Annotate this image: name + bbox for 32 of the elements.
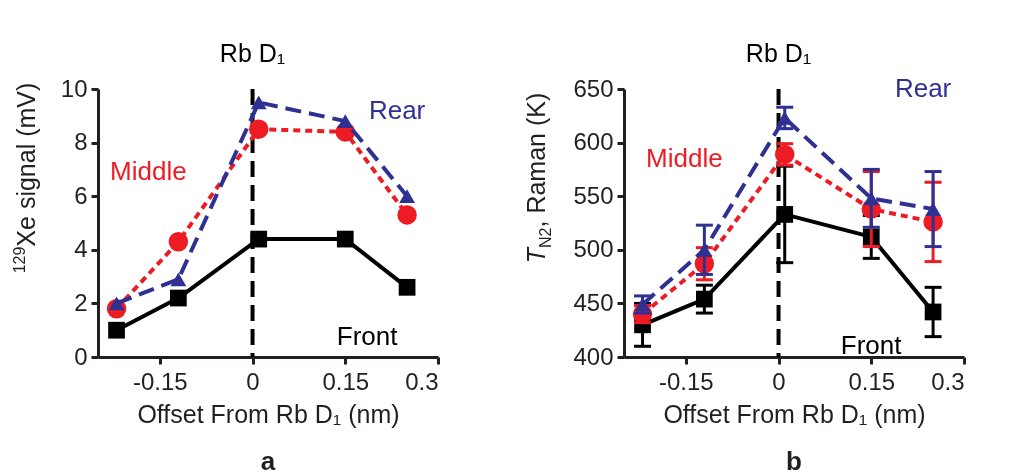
y-tick-label: 400	[573, 342, 614, 370]
y-tick-label: 500	[573, 235, 614, 263]
x-axis-title: Offset From Rb D₁ (nm)	[137, 399, 400, 428]
y-tick-label: 650	[573, 74, 614, 102]
series-label: Rear	[368, 95, 426, 126]
series-label: Front	[336, 321, 399, 352]
y-tick-label: 2	[74, 288, 88, 316]
x-tick-label: 0	[246, 367, 260, 395]
series-label: Middle	[646, 142, 723, 173]
y-tick-label: 450	[573, 288, 614, 316]
text: a	[260, 446, 276, 472]
x-tick-label: -0.15	[658, 367, 714, 395]
x-tick-label: 0.15	[322, 367, 370, 395]
text: Rear	[894, 73, 952, 104]
ref-line-label: Rb D₁	[745, 39, 812, 67]
series-label: Middle	[110, 155, 187, 186]
y-tick-label: 600	[573, 128, 614, 156]
y-tick-label: 550	[573, 181, 614, 209]
x-tick-label: 0.15	[848, 367, 896, 395]
y-tick-label: 4	[74, 235, 88, 263]
x-tick-label: 0	[772, 367, 786, 395]
x-axis-title: Offset From Rb D₁ (nm)	[663, 399, 926, 428]
y-tick-label: 6	[74, 181, 88, 209]
y-tick-label: 8	[74, 128, 88, 156]
x-tick-label: 0.3	[405, 367, 439, 395]
y-tick-label: 0	[74, 342, 88, 370]
ref-line-label: Rb D₁	[219, 39, 286, 67]
series-label: Front	[840, 329, 903, 360]
x-tick-label: 0.3	[931, 367, 965, 395]
y-tick-label: 10	[60, 74, 88, 102]
text: b	[786, 446, 802, 472]
x-tick-label: -0.15	[132, 367, 188, 395]
